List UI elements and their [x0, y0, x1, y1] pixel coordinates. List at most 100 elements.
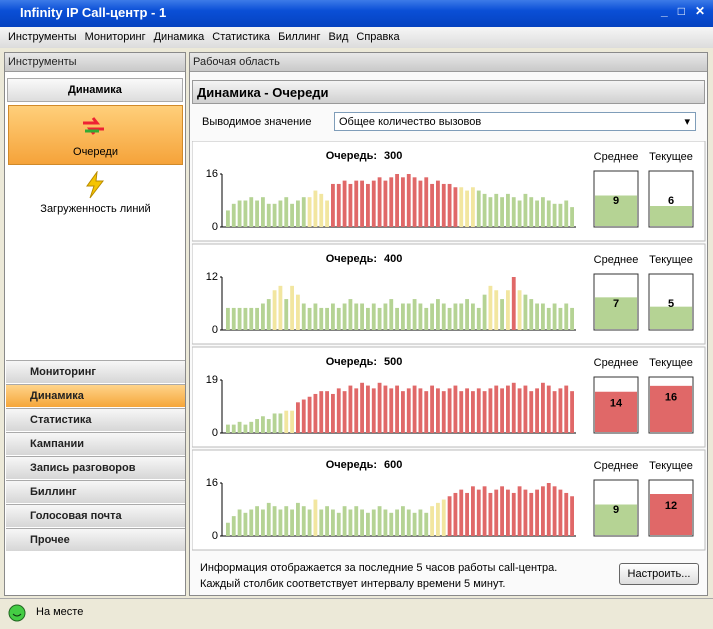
- y-tick-label: 16: [206, 477, 218, 489]
- nav-item[interactable]: Кампании: [6, 432, 185, 455]
- bar: [465, 299, 469, 330]
- bar: [377, 506, 382, 536]
- bar: [482, 294, 487, 330]
- bar: [383, 180, 388, 227]
- bar: [447, 496, 452, 536]
- nav-item[interactable]: Запись разговоров: [6, 456, 185, 479]
- bar: [511, 492, 516, 536]
- bar: [342, 303, 347, 330]
- tool-item[interactable]: Очереди: [73, 146, 118, 158]
- bar: [354, 388, 359, 433]
- nav-item[interactable]: Мониторинг: [6, 360, 185, 383]
- bar: [313, 499, 318, 536]
- nav-item[interactable]: Биллинг: [6, 480, 185, 503]
- queue-number: 600: [384, 459, 402, 471]
- nav-item[interactable]: Статистика: [6, 408, 185, 431]
- bar: [313, 393, 318, 433]
- bar: [360, 303, 364, 330]
- bar: [366, 307, 370, 330]
- nav-item[interactable]: Голосовая почта: [6, 504, 185, 527]
- bar: [546, 307, 551, 330]
- queue-label: Очередь:: [326, 356, 377, 368]
- bar: [290, 285, 294, 330]
- bar: [523, 193, 528, 227]
- bar: [360, 509, 364, 536]
- bar: [354, 180, 359, 227]
- bar: [558, 203, 563, 227]
- gauge-fill: [595, 504, 637, 535]
- menu-item[interactable]: Мониторинг: [84, 31, 146, 43]
- bar: [243, 200, 248, 227]
- bar: [296, 502, 300, 536]
- bar: [517, 290, 522, 330]
- bar: [500, 197, 504, 227]
- bar: [325, 307, 329, 330]
- bar: [272, 413, 277, 433]
- bar: [371, 509, 376, 536]
- bar: [261, 416, 265, 433]
- bar: [535, 388, 539, 433]
- bar: [488, 197, 493, 227]
- bar: [319, 193, 324, 227]
- bar: [296, 294, 300, 330]
- bar: [453, 492, 458, 536]
- bar: [447, 183, 452, 227]
- bar: [430, 385, 434, 433]
- menu-item[interactable]: Биллинг: [278, 31, 321, 43]
- bar: [552, 486, 557, 536]
- bar: [354, 303, 359, 330]
- bar: [453, 187, 458, 227]
- item-selected[interactable]: [8, 105, 183, 165]
- gauge-label: Среднее: [594, 254, 639, 266]
- bar: [424, 177, 429, 227]
- bar: [436, 388, 440, 433]
- tool-item[interactable]: Загруженность линий: [40, 203, 151, 215]
- bar: [313, 303, 318, 330]
- bar: [371, 180, 376, 227]
- bar: [529, 299, 534, 330]
- bar: [552, 303, 557, 330]
- queue-label: Очередь:: [326, 253, 377, 265]
- bar: [558, 307, 563, 330]
- bar: [570, 307, 574, 330]
- window-controls[interactable]: _ □ ✕: [661, 4, 705, 18]
- bar: [546, 385, 551, 433]
- bar: [278, 413, 283, 433]
- menu-item[interactable]: Справка: [356, 31, 400, 43]
- queue-number: 300: [384, 150, 402, 162]
- bar: [237, 307, 242, 330]
- menu-item[interactable]: Динамика: [153, 31, 205, 43]
- bar: [412, 385, 417, 433]
- menu-item[interactable]: Статистика: [212, 31, 271, 43]
- y-tick-label: 0: [212, 221, 218, 233]
- bar: [278, 509, 283, 536]
- bar: [284, 410, 289, 433]
- bar: [237, 200, 242, 227]
- menu-item[interactable]: Вид: [328, 31, 349, 43]
- bar: [389, 512, 394, 536]
- y-tick-label: 16: [206, 168, 218, 180]
- bar: [541, 197, 545, 227]
- menu-item[interactable]: Инструменты: [8, 31, 77, 43]
- bar: [488, 492, 493, 536]
- bar: [488, 388, 493, 433]
- nav-item[interactable]: Динамика: [6, 384, 185, 407]
- bar: [418, 509, 423, 536]
- bar: [261, 509, 265, 536]
- charts: Очередь: 300 0 16 Среднее 9 Текущее 6 Очередь: 40…: [192, 141, 706, 551]
- bar: [319, 307, 324, 330]
- gauge-label: Среднее: [594, 460, 639, 472]
- bar: [301, 506, 306, 536]
- selector-value: Общее количество вызовов: [339, 116, 482, 128]
- bar: [278, 285, 283, 330]
- nav-item[interactable]: Прочее: [6, 528, 185, 551]
- bar: [506, 193, 510, 227]
- bar: [412, 299, 417, 330]
- title-bar: Infinity IP Call-центр - 1 _ □ ✕: [0, 0, 713, 27]
- bar: [471, 187, 475, 227]
- settings-button[interactable]: Настроить...: [619, 563, 699, 585]
- bar: [488, 285, 493, 330]
- workspace: Рабочая область Динамика - Очереди Вывод…: [189, 52, 708, 596]
- bar: [284, 197, 289, 227]
- selector[interactable]: Общее количество вызовов ▾: [334, 112, 696, 131]
